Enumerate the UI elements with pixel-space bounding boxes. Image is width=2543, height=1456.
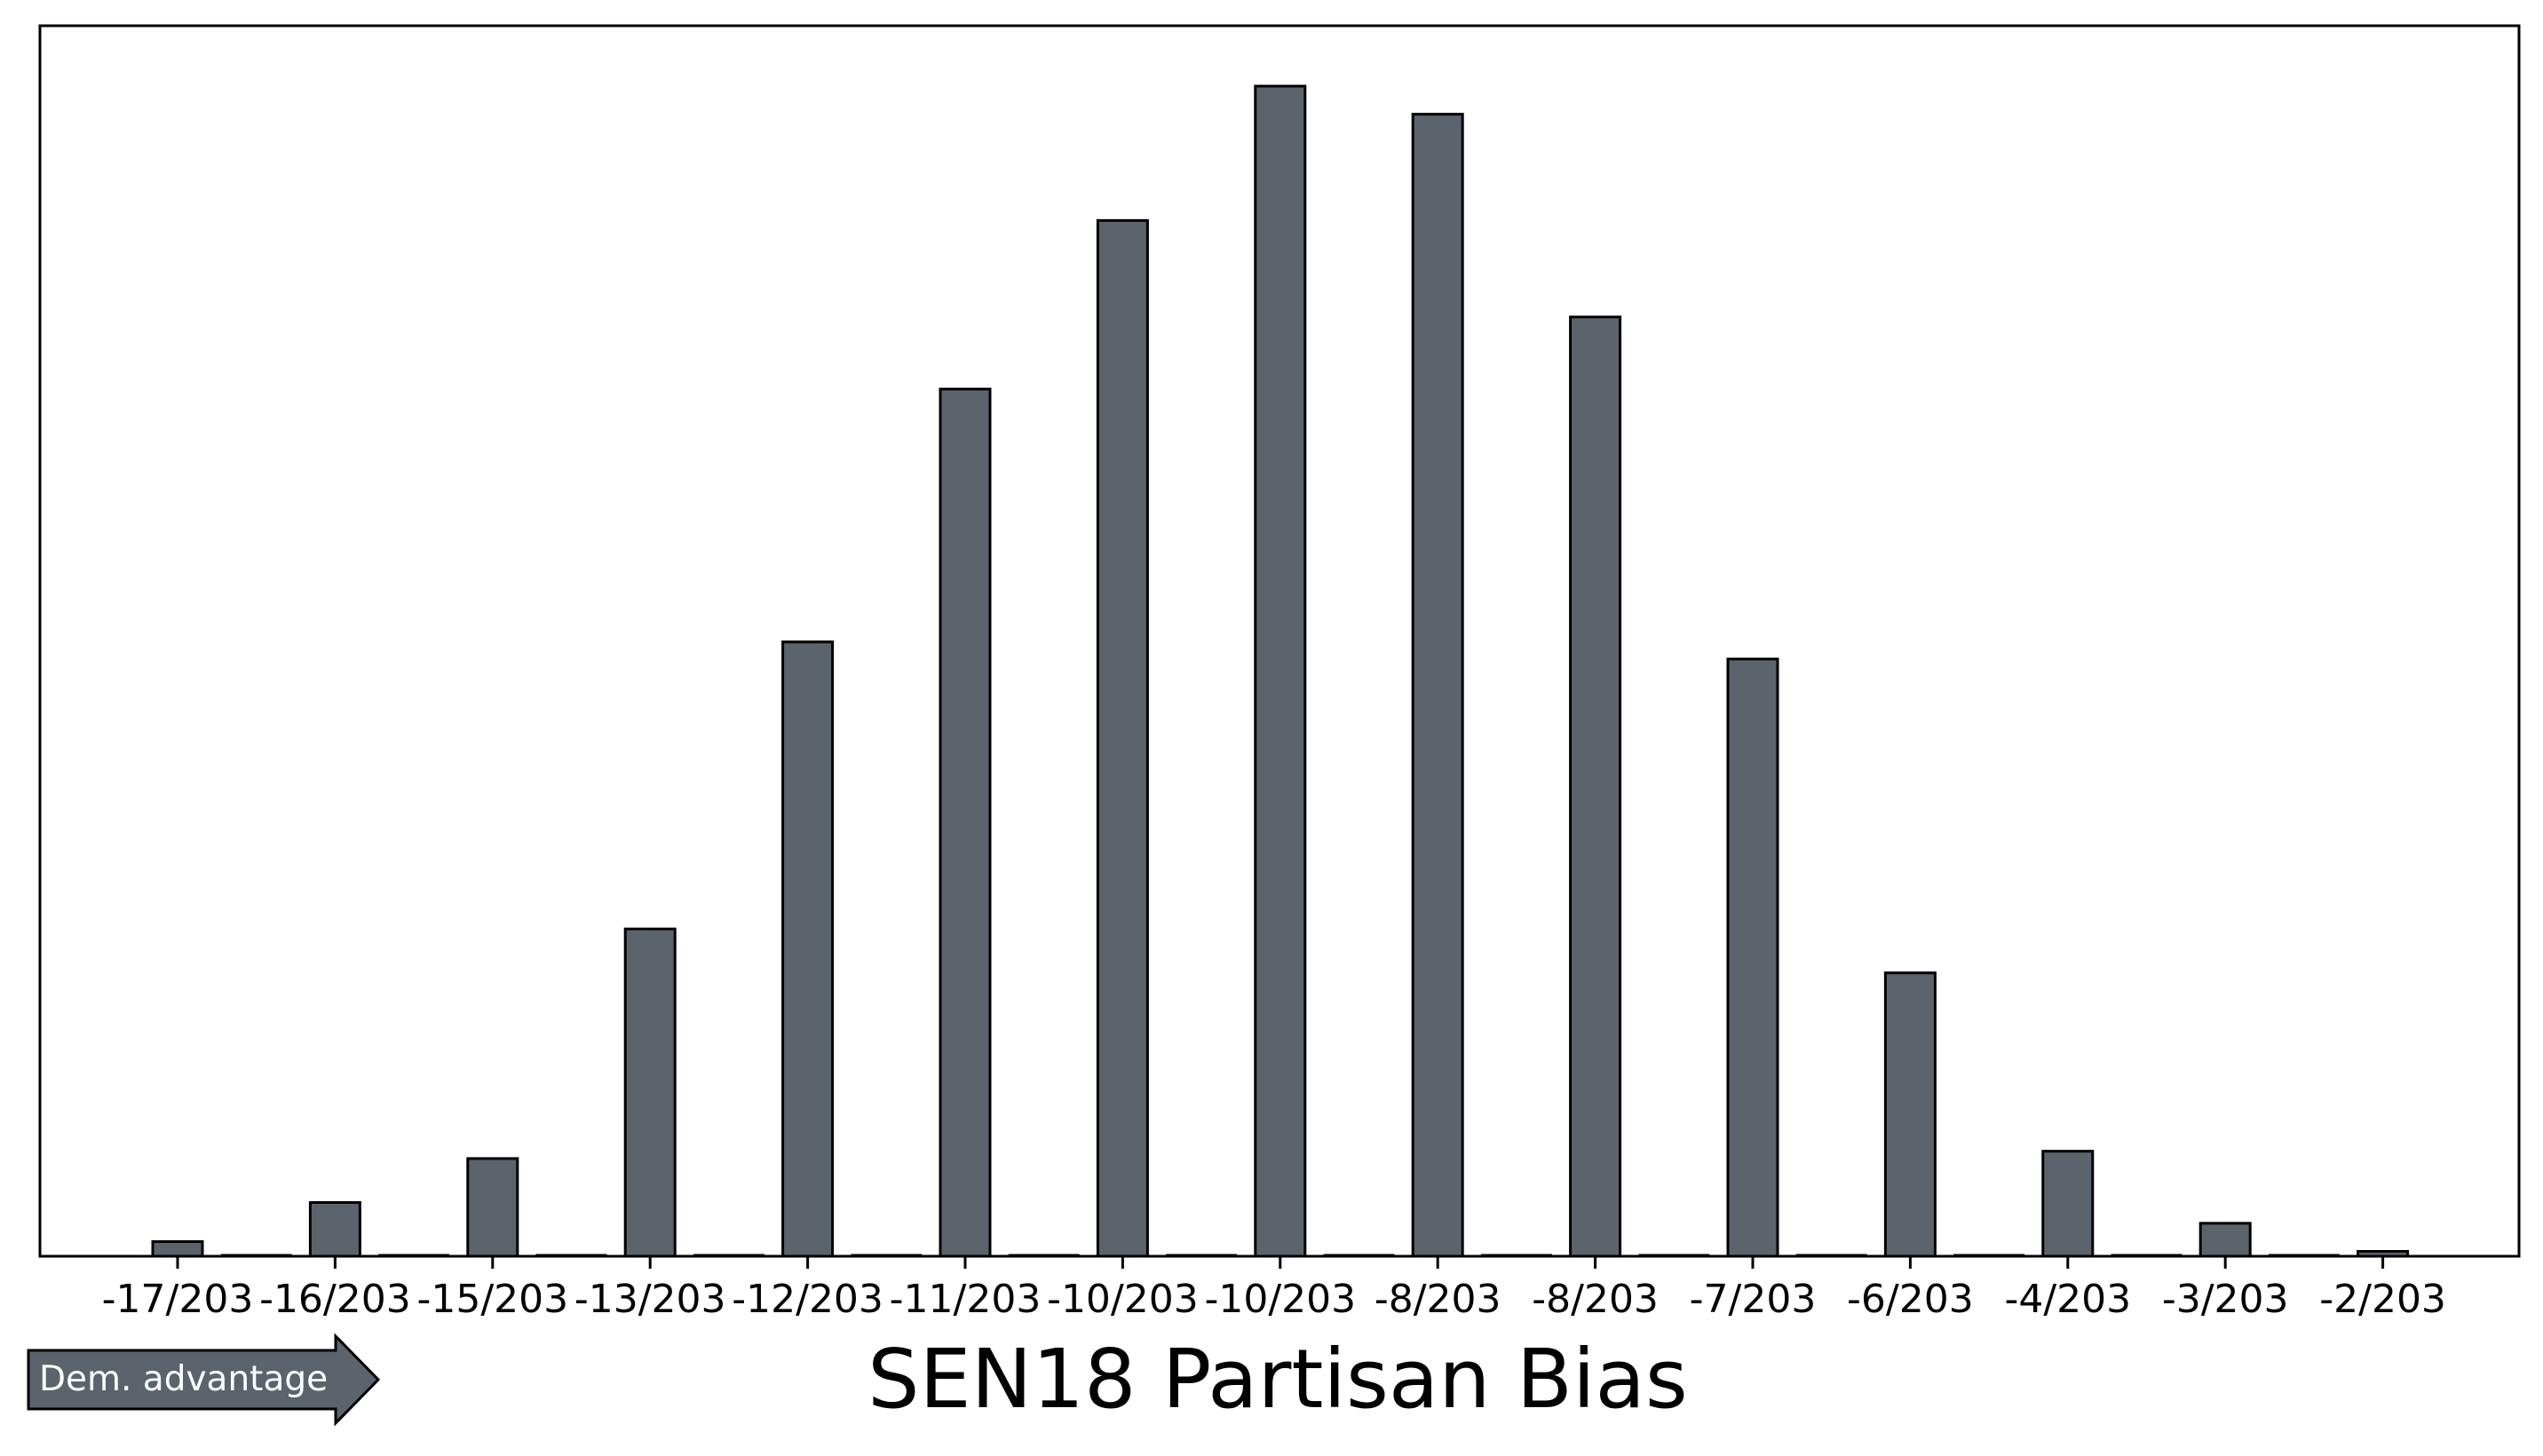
bar-3 [466, 1157, 519, 1258]
x-tick-label: -4/203 [2004, 1277, 2131, 1322]
x-tick-label: -10/203 [1047, 1277, 1199, 1322]
bar-2 [308, 1200, 361, 1258]
bar-8 [1254, 84, 1307, 1258]
x-tick-label: -8/203 [1532, 1277, 1659, 1322]
x-tick-label: -7/203 [1690, 1277, 1817, 1322]
bar-9 [1411, 113, 1464, 1258]
dem-advantage-arrow: Dem. advantage [27, 1333, 381, 1427]
x-tick-label: -15/203 [416, 1277, 568, 1322]
x-tick-label: -6/203 [1847, 1277, 1974, 1322]
x-tick-label: -8/203 [1374, 1277, 1501, 1322]
arrow-shape [27, 1333, 381, 1427]
bar-1 [151, 1239, 204, 1258]
arrow-label: Dem. advantage [39, 1359, 328, 1399]
x-tick-label: -3/203 [2162, 1277, 2289, 1322]
bar-7 [1096, 218, 1149, 1258]
x-tick-label: -13/203 [574, 1277, 726, 1322]
bar-12 [1883, 971, 1937, 1258]
bar-10 [1569, 315, 1622, 1258]
x-tick-label: -16/203 [259, 1277, 411, 1322]
x-tick-label: -10/203 [1204, 1277, 1356, 1322]
bar-6 [939, 387, 992, 1258]
x-tick-label: -17/203 [102, 1277, 254, 1322]
bar-13 [2041, 1150, 2095, 1258]
x-axis: -17/203 -16/203 -15/203 -13/203 -12/203 -11/2… [102, 1256, 2446, 1322]
x-tick-label: -2/203 [2319, 1277, 2446, 1322]
bar-14 [2198, 1222, 2252, 1258]
bar-11 [1726, 657, 1779, 1258]
x-tick-label: -12/203 [732, 1277, 883, 1322]
plot-frame [38, 24, 2521, 1258]
bar-4 [623, 927, 677, 1258]
x-tick-label: -11/203 [890, 1277, 1042, 1322]
chart-title: SEN18 Partisan Bias [867, 1332, 1688, 1427]
bar-5 [781, 640, 835, 1258]
bars-layer [151, 84, 2410, 1258]
